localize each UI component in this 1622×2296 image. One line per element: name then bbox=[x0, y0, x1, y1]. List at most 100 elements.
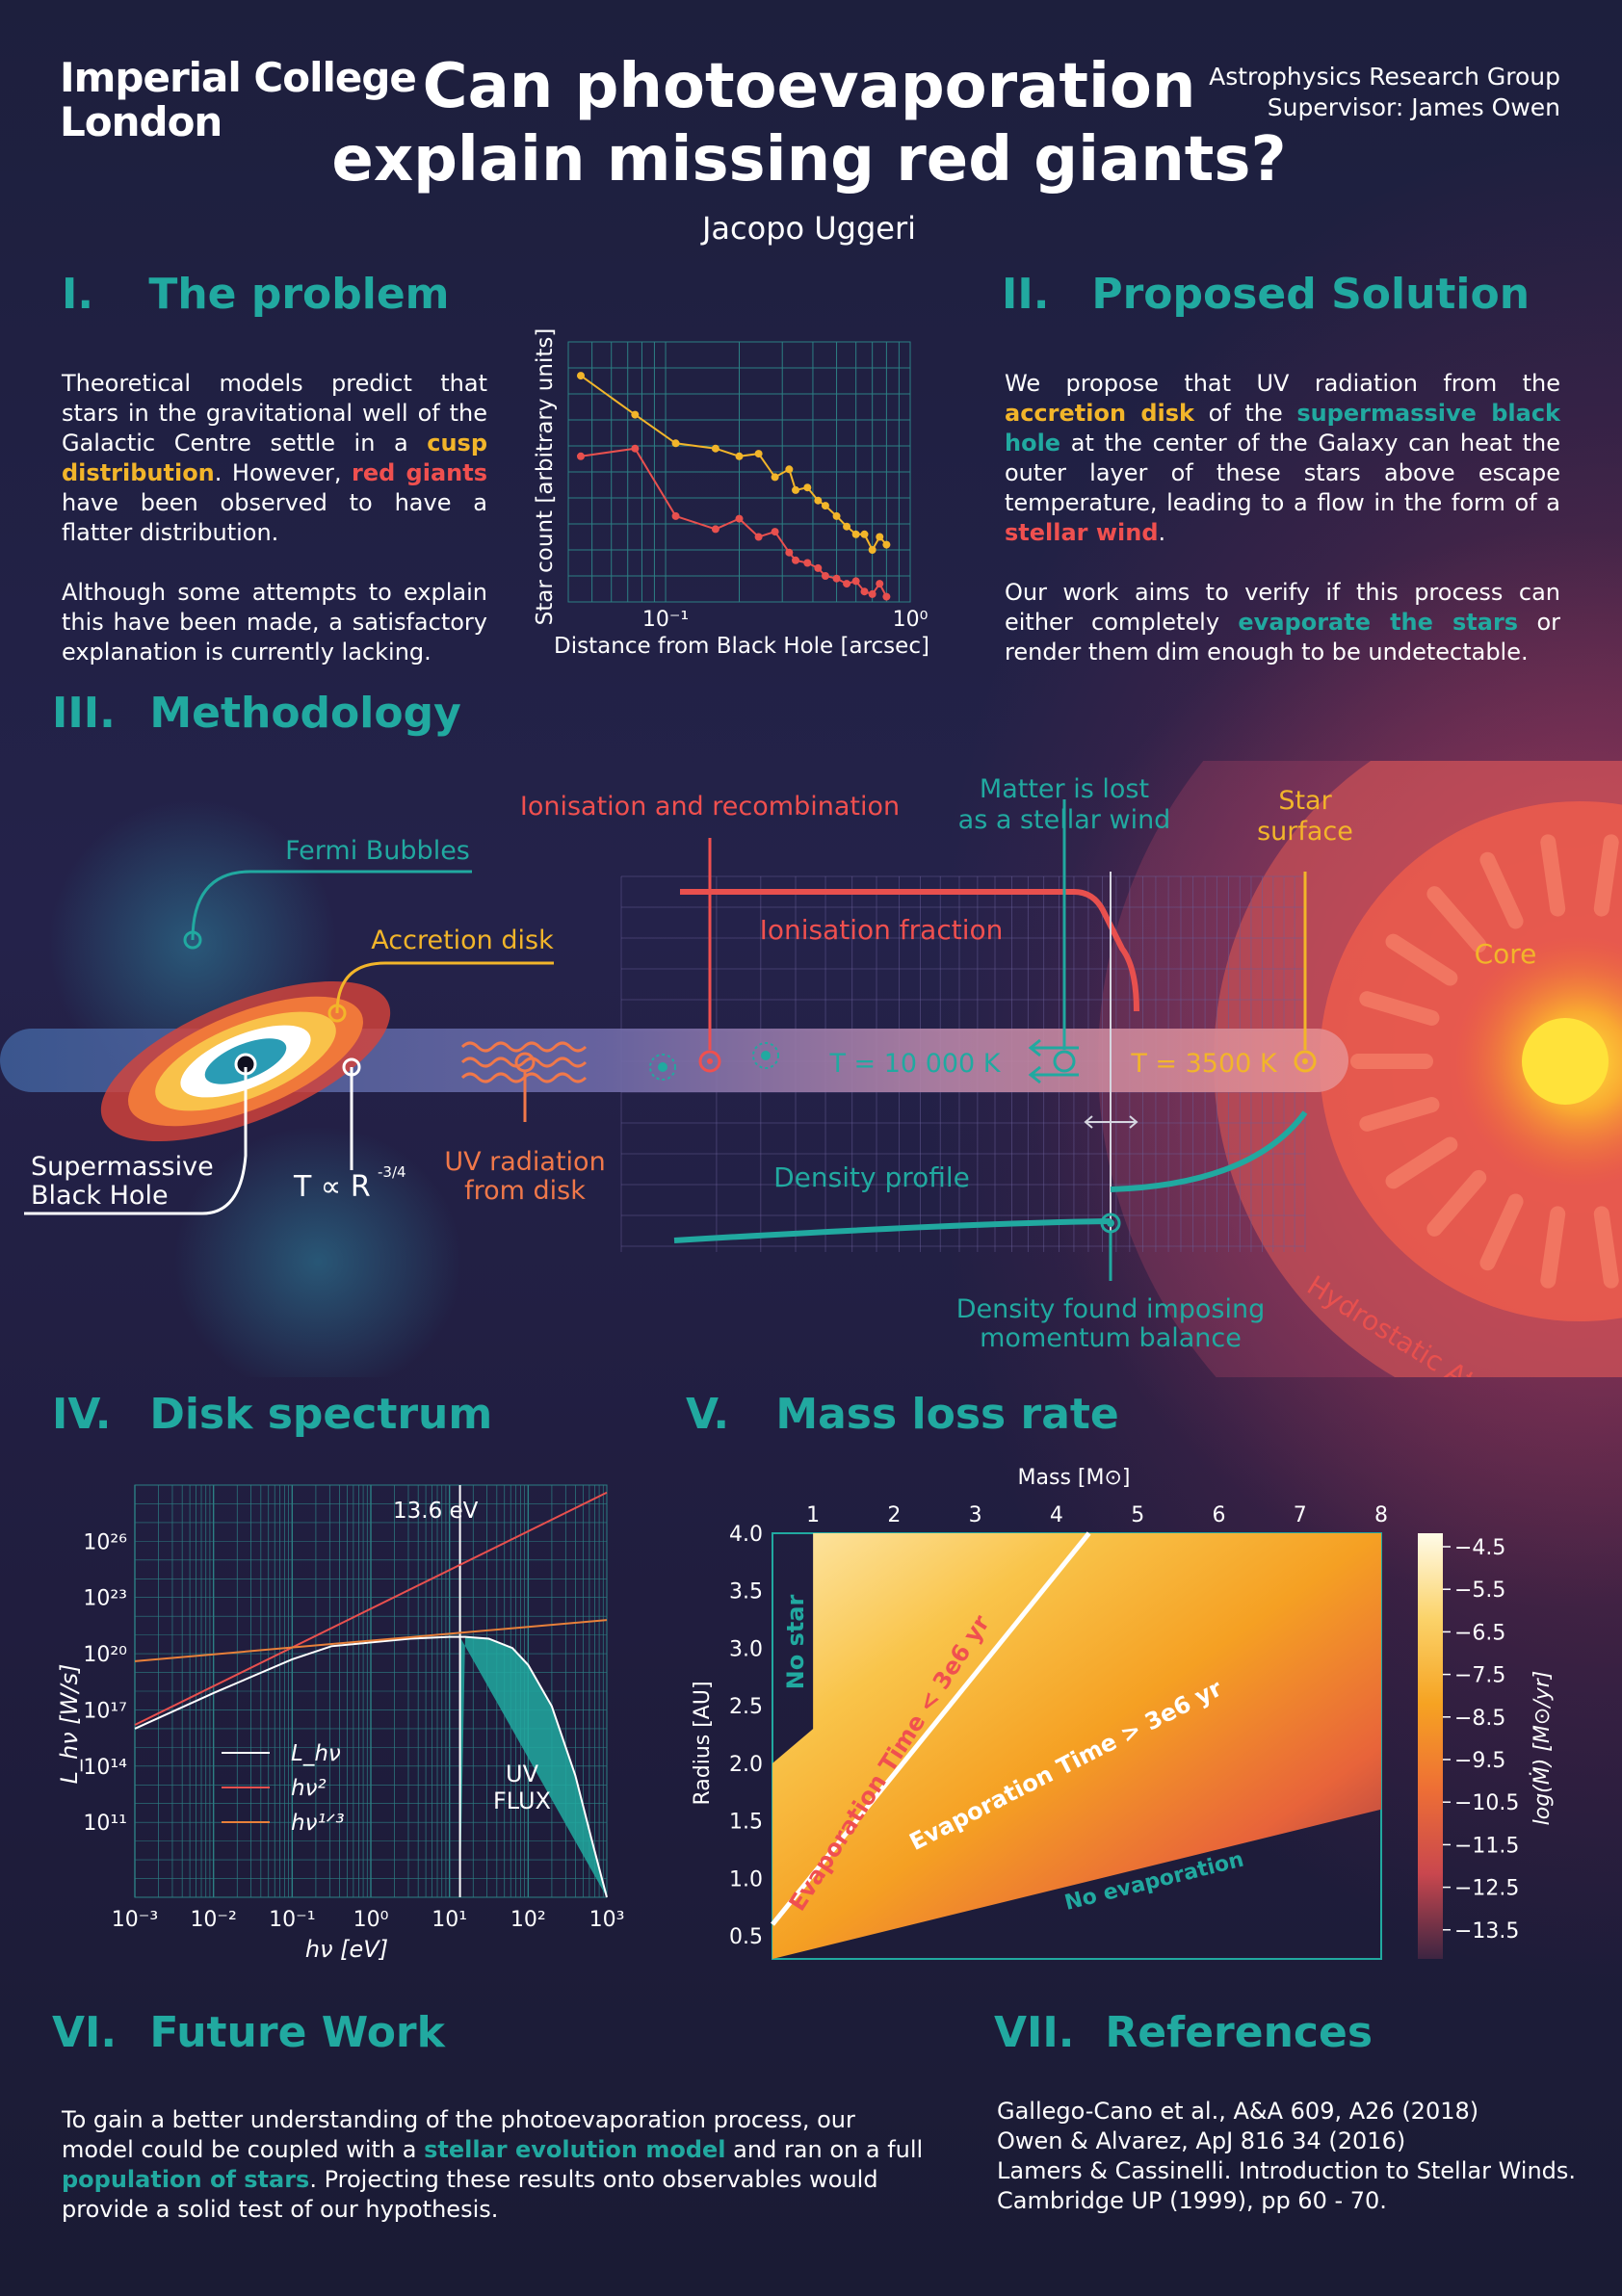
data-point bbox=[735, 514, 744, 523]
red-giants-highlight: red giants bbox=[352, 459, 487, 486]
text: or render them dim enough to be undetect… bbox=[1005, 609, 1560, 665]
y-tick-label: 0.5 bbox=[729, 1925, 763, 1949]
section-problem-heading: I. The problem bbox=[62, 270, 450, 319]
data-point bbox=[851, 577, 860, 586]
core-label: Core bbox=[1475, 938, 1537, 970]
data-point bbox=[860, 587, 869, 596]
y-tick-label: 10²³ bbox=[83, 1587, 127, 1611]
data-point bbox=[754, 533, 763, 541]
x-tick-label: 10⁻² bbox=[190, 1908, 236, 1932]
series-line-2 bbox=[134, 1619, 608, 1662]
legend-item: hν¹ᐟ³ bbox=[291, 1811, 345, 1836]
data-point bbox=[576, 452, 585, 460]
section-number: VI. bbox=[52, 2008, 118, 2057]
colorbar-tick-label: −9.5 bbox=[1454, 1749, 1505, 1773]
evaporation-boundary bbox=[771, 1531, 1091, 1926]
convection-cell bbox=[1540, 834, 1566, 917]
section-massloss-heading: V. Mass loss rate bbox=[686, 1390, 1119, 1439]
y-tick-label: 10¹⁷ bbox=[83, 1699, 127, 1723]
data-point bbox=[821, 502, 829, 510]
title-line2: explain missing red giants? bbox=[331, 124, 1287, 196]
text: and ran on a full bbox=[725, 2136, 924, 2163]
research-group: Astrophysics Research Group Supervisor: … bbox=[1209, 62, 1560, 123]
series-line-1 bbox=[134, 1491, 608, 1726]
section-spectrum-heading: IV. Disk spectrum bbox=[52, 1390, 492, 1439]
y-tick-label: 4.0 bbox=[729, 1523, 763, 1547]
convection-cell bbox=[1426, 886, 1487, 953]
data-point bbox=[671, 439, 680, 448]
group-name: Astrophysics Research Group bbox=[1209, 63, 1560, 91]
section-title: Future Work bbox=[149, 2008, 445, 2057]
convection-cell bbox=[1540, 1206, 1566, 1289]
data-point bbox=[785, 548, 794, 557]
text: Our work aims to verify if this process … bbox=[1005, 579, 1560, 636]
section-title: The problem bbox=[148, 270, 450, 319]
data-point bbox=[843, 580, 851, 588]
data-point bbox=[711, 444, 719, 453]
colorbar-tick-label: −4.5 bbox=[1454, 1536, 1505, 1560]
convection-cell bbox=[1359, 1097, 1440, 1132]
y-tick-label: 10¹¹ bbox=[83, 1812, 127, 1836]
data-point bbox=[576, 372, 585, 380]
problem-text: Theoretical models predict that stars in… bbox=[62, 369, 487, 667]
x-tick-label: 10⁻³ bbox=[112, 1908, 158, 1932]
y-tick-label: 10²⁶ bbox=[83, 1530, 127, 1554]
legend-item: L_hν bbox=[291, 1741, 341, 1766]
colorbar bbox=[1418, 1533, 1443, 1959]
reference-item: Cambridge UP (1999), pp 60 - 70. bbox=[997, 2187, 1387, 2214]
stellar-evolution-highlight: stellar evolution model bbox=[424, 2136, 726, 2163]
reference-item: Lamers & Cassinelli. Introduction to Ste… bbox=[997, 2157, 1577, 2184]
data-point bbox=[868, 546, 876, 554]
solution-paragraph-2: Our work aims to verify if this process … bbox=[1005, 578, 1560, 667]
y-tick-label: 1.0 bbox=[729, 1867, 763, 1892]
text: To gain a better understanding of the ph… bbox=[62, 2106, 855, 2163]
mass-loss-region bbox=[772, 1533, 1381, 1959]
temperature-law-exponent: -3/4 bbox=[378, 1163, 406, 1181]
density-profile-low bbox=[673, 1218, 1112, 1243]
series-line-1 bbox=[580, 447, 888, 598]
problem-paragraph-1: Theoretical models predict that stars in… bbox=[62, 369, 487, 548]
colorbar-tick-label: −5.5 bbox=[1454, 1578, 1505, 1603]
data-point bbox=[843, 522, 851, 531]
convection-cell bbox=[1359, 991, 1440, 1026]
star-core-center bbox=[1522, 1018, 1609, 1105]
x-tick-label: 8 bbox=[1374, 1503, 1388, 1527]
section-number: II. bbox=[1002, 270, 1050, 319]
convection-cell bbox=[1593, 834, 1619, 917]
text: . bbox=[1158, 519, 1166, 546]
y-axis-label: Radius [AU] bbox=[691, 1681, 715, 1805]
data-point bbox=[832, 511, 841, 520]
x-axis-label: Mass [M⊙] bbox=[1018, 1466, 1131, 1490]
section-methodology-heading: III. Methodology bbox=[52, 689, 461, 738]
problem-paragraph-2: Although some attempts to explain this h… bbox=[62, 579, 487, 665]
x-tick-label: 4 bbox=[1050, 1503, 1063, 1527]
reference-item: Owen & Alvarez, ApJ 816 34 (2016) bbox=[997, 2127, 1406, 2154]
temperature-law: T ∝ R bbox=[293, 1170, 371, 1204]
data-point bbox=[735, 452, 744, 460]
logo: Imperial College London bbox=[60, 56, 417, 144]
data-point bbox=[851, 530, 860, 538]
data-point bbox=[882, 592, 891, 601]
data-point bbox=[876, 533, 884, 541]
star-surface-label-2: surface bbox=[1257, 817, 1353, 847]
colorbar-tick-label: −10.5 bbox=[1454, 1791, 1519, 1815]
author: Jacopo Uggeri bbox=[701, 210, 917, 247]
data-point bbox=[792, 485, 800, 494]
y-tick-label: 2.0 bbox=[729, 1753, 763, 1777]
no-star-label: No star bbox=[782, 1594, 809, 1689]
density-profile-label: Density profile bbox=[773, 1161, 970, 1193]
fermi-bubble-bottom bbox=[173, 1127, 462, 1377]
chart-series bbox=[576, 372, 891, 601]
accretion-highlight: accretion disk bbox=[1005, 400, 1195, 427]
colorbar-tick-label: −11.5 bbox=[1454, 1834, 1519, 1858]
uv-flux-label-2: FLUX bbox=[493, 1787, 551, 1814]
x-tick-label: 1 bbox=[806, 1503, 820, 1527]
mass-loss-chart: 1 2 3 4 5 6 7 8 0.5 1.0 1.5 2.0 2.5 3.0 3.5 4.0 Mass [M… bbox=[691, 1466, 1555, 1960]
section-title: Disk spectrum bbox=[149, 1390, 493, 1439]
colorbar-label: log(Ṁ) [M⊙/yr] bbox=[1530, 1671, 1555, 1826]
ionisation-fraction-curve bbox=[680, 889, 1139, 1012]
data-point bbox=[771, 528, 779, 536]
text: of the bbox=[1194, 400, 1297, 427]
data-point bbox=[631, 444, 640, 453]
